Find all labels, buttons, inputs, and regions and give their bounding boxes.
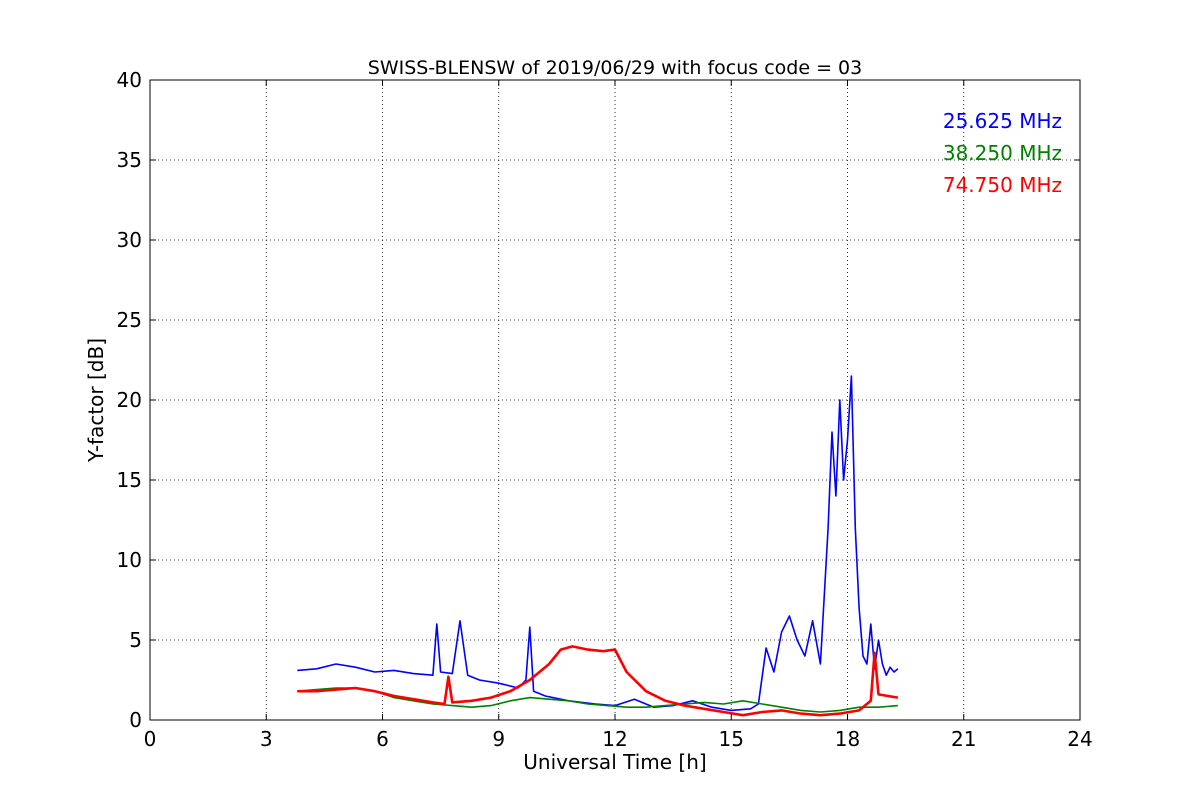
x-tick-label: 24 (1067, 727, 1092, 751)
legend-layer: 25.625 MHz 38.250 MHz 74.750 MHz (943, 109, 1062, 197)
series-layer (297, 375, 899, 717)
chart-title: SWISS-BLENSW of 2019/06/29 with focus co… (368, 57, 862, 79)
x-tick-label: 15 (719, 727, 744, 751)
series-line-1 (297, 687, 898, 713)
x-tick-label: 9 (492, 727, 505, 751)
y-axis-label: Y-factor [dB] (84, 338, 108, 463)
legend-entry: 38.250 MHz (943, 141, 1062, 165)
grid-layer (150, 80, 1080, 720)
y-tick-label: 20 (117, 388, 142, 412)
tick-layer: 0 3 6 9 12 15 18 21 24 0 5 10 15 20 25 30 35 40 (117, 68, 1093, 751)
y-tick-label: 10 (117, 548, 142, 572)
x-tick-label: 21 (951, 727, 976, 751)
x-tick-label: 6 (376, 727, 389, 751)
series-line-2 (297, 645, 899, 717)
x-tick-label: 3 (260, 727, 273, 751)
x-tick-label: 18 (835, 727, 860, 751)
x-tick-label: 0 (144, 727, 157, 751)
y-tick-label: 30 (117, 228, 142, 252)
x-tick-label: 12 (602, 727, 627, 751)
legend-entry: 25.625 MHz (943, 109, 1062, 133)
y-tick-label: 15 (117, 468, 142, 492)
legend-entry: 74.750 MHz (943, 173, 1062, 197)
x-axis-label: Universal Time [h] (523, 750, 706, 774)
y-tick-label: 40 (117, 68, 142, 92)
y-tick-label: 5 (129, 628, 142, 652)
series-line-0 (297, 375, 899, 712)
y-tick-label: 25 (117, 308, 142, 332)
y-tick-label: 35 (117, 148, 142, 172)
y-tick-label: 0 (129, 708, 142, 732)
